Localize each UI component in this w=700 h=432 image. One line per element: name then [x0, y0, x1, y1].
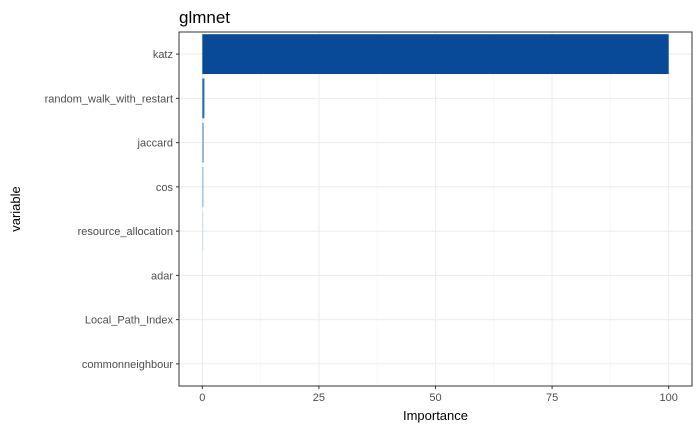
x-tick-label: 75 — [546, 392, 558, 404]
bar-random-walk-with-restart — [202, 78, 205, 119]
bar-cos — [202, 166, 204, 207]
y-tick-label: adar — [151, 270, 173, 282]
y-tick-label: cos — [156, 182, 174, 194]
chart-title: glmnet — [179, 8, 230, 27]
x-tick-label: 50 — [429, 392, 441, 404]
y-tick-label: jaccard — [137, 138, 173, 150]
grid-layer — [179, 32, 692, 386]
y-tick-label: commonneighbour — [82, 359, 173, 371]
x-tick-label: 0 — [199, 392, 205, 404]
bar-katz — [202, 34, 669, 75]
y-axis-title: variable — [8, 186, 23, 232]
y-tick-label: Local_Path_Index — [85, 315, 174, 327]
x-axis: 0 25 50 75 100 — [199, 386, 678, 404]
bar-resource-allocation — [202, 211, 204, 252]
y-tick-label: random_walk_with_restart — [45, 93, 173, 105]
x-tick-label: 100 — [660, 392, 678, 404]
x-axis-title: Importance — [403, 408, 468, 423]
x-tick-label: 25 — [313, 392, 325, 404]
bars-layer — [202, 34, 669, 252]
bar-jaccard — [202, 122, 204, 163]
y-tick-label: katz — [153, 49, 173, 61]
y-tick-label: resource_allocation — [78, 226, 173, 238]
